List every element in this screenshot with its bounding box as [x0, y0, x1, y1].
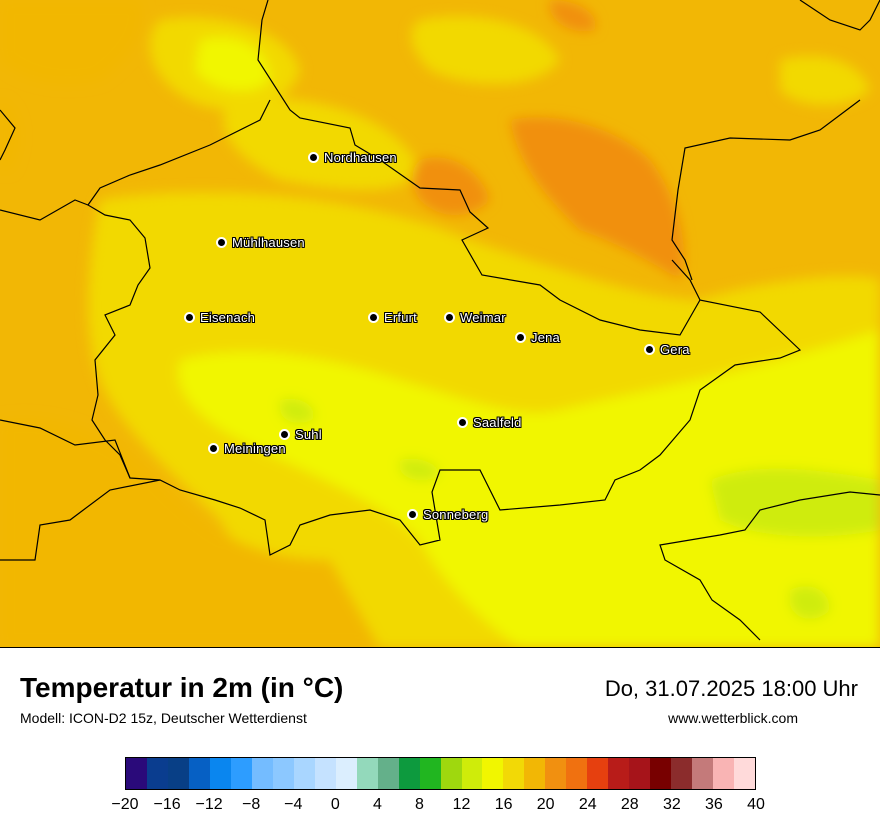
city-marker: Jena — [515, 330, 560, 345]
legend-swatch — [650, 758, 672, 789]
legend-swatch — [629, 758, 651, 789]
legend-swatch — [461, 758, 483, 789]
city-dot-icon — [216, 237, 227, 248]
city-dot-icon — [644, 344, 655, 355]
city-dot-icon — [184, 312, 195, 323]
legend-tick-label: 8 — [415, 796, 424, 813]
city-dot-icon — [407, 509, 418, 520]
legend-swatch — [692, 758, 714, 789]
legend-swatch — [146, 758, 168, 789]
legend-swatch — [671, 758, 693, 789]
legend-swatch — [272, 758, 294, 789]
city-marker: Nordhausen — [308, 150, 397, 165]
city-dot-icon — [457, 417, 468, 428]
city-dot-icon — [279, 429, 290, 440]
legend-tick-label: 32 — [662, 796, 681, 813]
city-label: Mühlhausen — [232, 235, 305, 250]
city-marker: Eisenach — [184, 310, 255, 325]
legend-swatch — [167, 758, 189, 789]
city-label: Saalfeld — [473, 415, 522, 430]
legend-swatch — [188, 758, 210, 789]
legend-swatch — [335, 758, 357, 789]
city-dot-icon — [208, 443, 219, 454]
city-label: Meiningen — [224, 441, 286, 456]
legend-swatch — [482, 758, 504, 789]
city-label: Gera — [660, 342, 690, 357]
city-marker: Mühlhausen — [216, 235, 305, 250]
legend-tick-label: 0 — [330, 796, 340, 813]
legend-tick-label: 40 — [747, 796, 765, 813]
legend-swatch — [230, 758, 252, 789]
city-dot-icon — [368, 312, 379, 323]
color-legend — [125, 757, 756, 790]
legend-swatch — [545, 758, 567, 789]
city-marker: Erfurt — [368, 310, 417, 325]
city-marker: Saalfeld — [457, 415, 522, 430]
legend-swatch — [377, 758, 399, 789]
legend-ticks: −20 −16 −12 −8 −4 0 4 8 12 16 20 24 28 32 36 40 — [111, 796, 764, 816]
city-marker: Suhl — [279, 427, 322, 442]
city-dot-icon — [444, 312, 455, 323]
city-marker: Gera — [644, 342, 690, 357]
city-label: Weimar — [460, 310, 506, 325]
legend-tick-label: −16 — [153, 796, 181, 813]
legend-swatch — [356, 758, 378, 789]
city-marker: Meiningen — [208, 441, 286, 456]
city-marker: Weimar — [444, 310, 506, 325]
legend-tick-label: 24 — [578, 796, 597, 813]
legend-tick-label: −4 — [284, 796, 303, 813]
legend-swatch — [503, 758, 525, 789]
legend-swatch — [126, 758, 147, 789]
legend-swatch — [398, 758, 420, 789]
legend-swatch — [524, 758, 546, 789]
legend-swatch — [293, 758, 315, 789]
legend-swatch — [713, 758, 735, 789]
city-dot-icon — [308, 152, 319, 163]
temperature-field — [0, 0, 880, 647]
map-title: Temperatur in 2m (in °C) — [20, 672, 344, 703]
city-label: Nordhausen — [324, 150, 397, 165]
legend-tick-label: 16 — [494, 796, 513, 813]
city-marker: Sonneberg — [407, 507, 488, 522]
legend-tick-label: 4 — [372, 796, 382, 813]
legend-swatch — [587, 758, 609, 789]
legend-swatch — [209, 758, 231, 789]
legend-tick-label: 20 — [536, 796, 555, 813]
legend-tick-label: −20 — [111, 796, 139, 813]
model-source: Modell: ICON-D2 15z, Deutscher Wetterdie… — [20, 710, 307, 726]
legend-swatch — [734, 758, 756, 789]
temperature-map: Nordhausen Mühlhausen Eisenach Erfurt We… — [0, 0, 880, 648]
city-label: Suhl — [295, 427, 322, 442]
legend-tick-label: −12 — [195, 796, 223, 813]
city-label: Sonneberg — [423, 507, 489, 522]
legend-tick-label: −8 — [242, 796, 261, 813]
city-label: Eisenach — [200, 310, 256, 325]
legend-tick-label: 12 — [452, 796, 471, 813]
legend-swatch — [566, 758, 588, 789]
legend-swatch — [314, 758, 336, 789]
legend-tick-label: 28 — [620, 796, 639, 813]
city-dot-icon — [515, 332, 526, 343]
legend-tick-label: 36 — [705, 796, 723, 813]
legend-swatch — [419, 758, 441, 789]
website-link[interactable]: www.wetterblick.com — [668, 710, 798, 726]
forecast-datetime: Do, 31.07.2025 18:00 Uhr — [604, 676, 858, 701]
legend-swatch — [608, 758, 630, 789]
city-label: Jena — [531, 330, 560, 345]
city-label: Erfurt — [384, 310, 417, 325]
legend-swatch — [251, 758, 273, 789]
legend-swatch — [440, 758, 462, 789]
